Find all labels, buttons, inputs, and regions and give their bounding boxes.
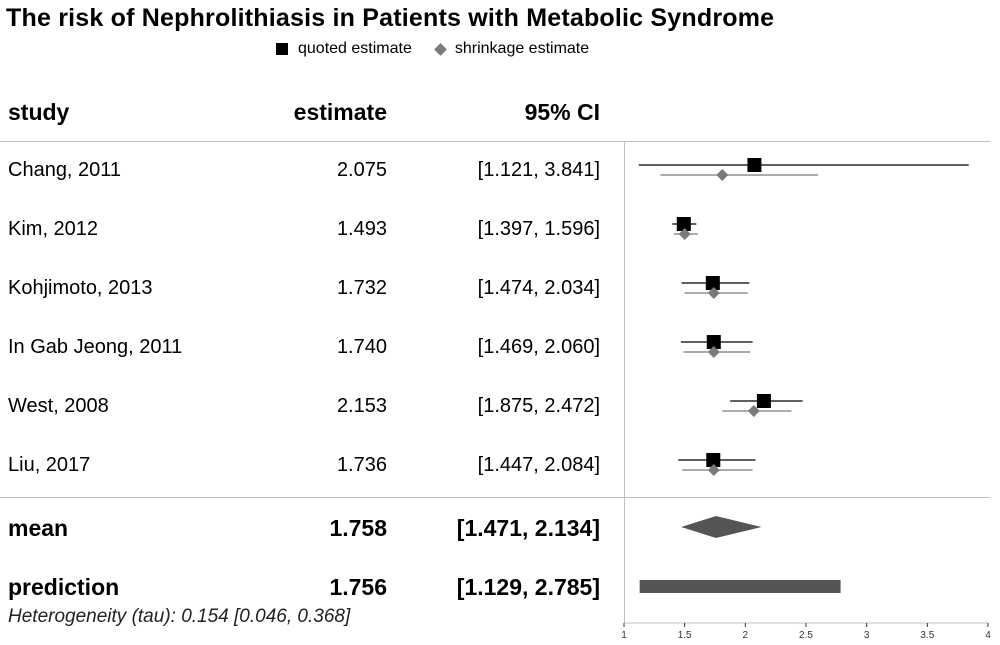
study-name: West, 2008 bbox=[8, 395, 109, 417]
study-ci: [1.447, 2.084] bbox=[477, 454, 600, 476]
x-axis-tick-label: 3 bbox=[864, 630, 870, 641]
shrinkage-estimate-marker bbox=[707, 287, 720, 299]
shrinkage-estimate-marker bbox=[707, 464, 720, 476]
study-estimate: 1.736 bbox=[336, 454, 387, 476]
quoted-estimate-marker bbox=[705, 276, 720, 290]
prediction-estimate: 1.756 bbox=[329, 574, 387, 600]
x-axis-tick-label: 3.5 bbox=[920, 630, 934, 641]
heterogeneity-text: Heterogeneity (tau): 0.154 [0.046, 0.368… bbox=[8, 606, 351, 627]
mean-diamond bbox=[681, 516, 762, 538]
header-estimate: estimate bbox=[293, 99, 387, 125]
shrinkage-estimate-marker bbox=[747, 405, 760, 417]
study-name: Liu, 2017 bbox=[8, 454, 91, 476]
mean-ci: [1.471, 2.134] bbox=[456, 515, 600, 541]
plot-left-border bbox=[624, 141, 625, 623]
mean-estimate: 1.758 bbox=[329, 515, 387, 541]
shrinkage-estimate-marker bbox=[707, 346, 720, 358]
study-name: Kohjimoto, 2013 bbox=[8, 277, 153, 299]
quoted-estimate-marker bbox=[756, 394, 771, 408]
prediction-label: prediction bbox=[8, 574, 120, 600]
quoted-estimate-marker bbox=[706, 453, 721, 467]
study-estimate: 1.740 bbox=[336, 336, 387, 358]
legend-label-quoted: quoted estimate bbox=[298, 40, 412, 57]
x-axis-tick-label: 1.5 bbox=[678, 630, 692, 641]
study-estimate: 2.153 bbox=[336, 395, 387, 417]
study-estimate: 2.075 bbox=[336, 159, 387, 181]
quoted-estimate-marker bbox=[676, 217, 691, 231]
study-ci: [1.469, 2.060] bbox=[477, 336, 600, 358]
study-estimate: 1.493 bbox=[336, 218, 387, 240]
study-ci: [1.474, 2.034] bbox=[477, 277, 600, 299]
prediction-ci: [1.129, 2.785] bbox=[456, 574, 600, 600]
chart-title: The risk of Nephrolithiasis in Patients … bbox=[6, 4, 775, 32]
shrinkage-estimate-marker bbox=[678, 228, 691, 240]
header-study: study bbox=[8, 99, 70, 125]
study-name: In Gab Jeong, 2011 bbox=[8, 336, 183, 358]
x-axis-tick-label: 2 bbox=[743, 630, 749, 641]
study-ci: [1.121, 3.841] bbox=[477, 159, 600, 181]
legend-label-shrinkage: shrinkage estimate bbox=[454, 40, 590, 57]
x-axis-tick-label: 4 bbox=[985, 630, 991, 641]
study-estimate: 1.732 bbox=[336, 277, 387, 299]
header-divider bbox=[0, 141, 990, 142]
x-axis-tick-label: 2.5 bbox=[799, 630, 813, 641]
quoted-estimate-marker bbox=[706, 335, 721, 349]
study-name: Kim, 2012 bbox=[8, 218, 99, 240]
x-axis-tick-label: 1 bbox=[621, 630, 627, 641]
legend: quoted estimate shrinkage estimate bbox=[276, 40, 589, 58]
study-name: Chang, 2011 bbox=[8, 159, 122, 181]
legend-square-icon bbox=[276, 43, 288, 55]
mean-label: mean bbox=[8, 515, 69, 541]
study-ci: [1.397, 1.596] bbox=[477, 218, 600, 240]
shrinkage-estimate-marker bbox=[716, 169, 729, 181]
prediction-interval-bar bbox=[639, 580, 841, 593]
quoted-estimate-marker bbox=[747, 158, 762, 172]
study-ci: [1.875, 2.472] bbox=[477, 395, 600, 417]
summary-divider bbox=[0, 497, 990, 498]
header-ci: 95% CI bbox=[524, 99, 600, 125]
